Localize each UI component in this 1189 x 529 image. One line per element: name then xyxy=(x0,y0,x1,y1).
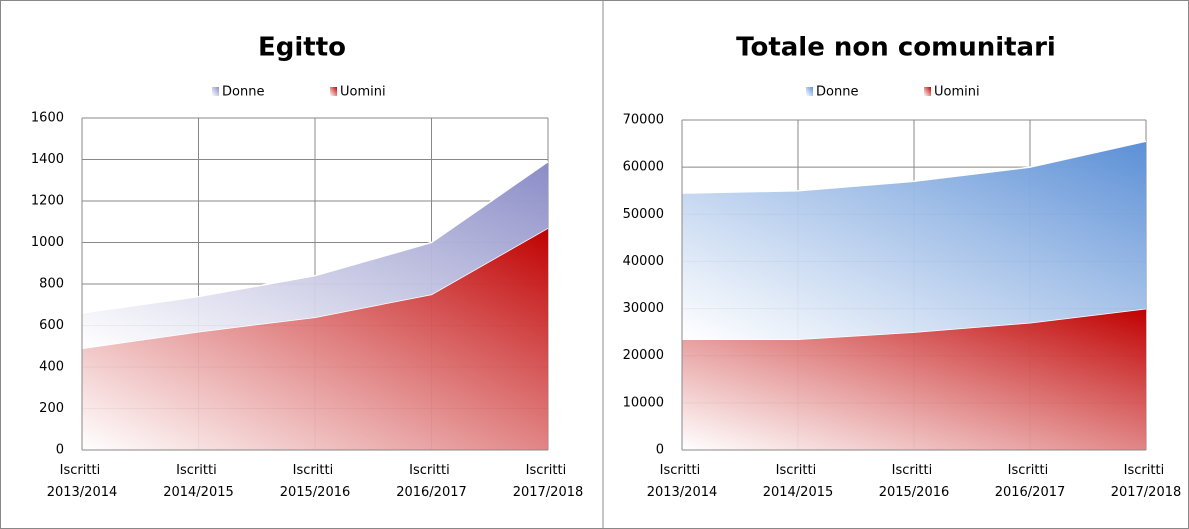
x-tick-label: Iscritti 2016/2017 xyxy=(995,463,1066,500)
y-tick-label: 30000 xyxy=(623,301,664,316)
x-tick-label: Iscritti 2014/2015 xyxy=(763,463,834,500)
x-tick-label: Iscritti 2015/2016 xyxy=(879,463,950,500)
y-tick-label: 1200 xyxy=(31,194,64,209)
legend-label: Uomini xyxy=(934,85,980,100)
x-tick-label: Iscritti 2017/2018 xyxy=(1111,463,1182,500)
legend-swatch xyxy=(330,87,337,96)
legend-label: Donne xyxy=(816,85,858,100)
area-edge xyxy=(681,140,1147,194)
y-tick-label: 400 xyxy=(39,360,64,375)
x-tick-label: Iscritti 2016/2017 xyxy=(396,463,467,500)
y-tick-label: 0 xyxy=(56,443,64,458)
legend-swatch xyxy=(924,87,931,96)
y-tick-label: 1400 xyxy=(31,152,64,167)
y-tick-label: 70000 xyxy=(623,113,664,128)
x-tick-label: Iscritti 2017/2018 xyxy=(513,463,584,500)
x-tick-label: Iscritti 2013/2014 xyxy=(47,463,118,500)
area-edge xyxy=(81,160,549,314)
area xyxy=(82,227,548,450)
y-tick-label: 200 xyxy=(39,401,64,416)
area xyxy=(682,308,1146,450)
y-tick-label: 20000 xyxy=(623,348,664,363)
x-tick-label: Iscritti 2013/2014 xyxy=(647,463,718,500)
y-tick-label: 1600 xyxy=(31,111,64,126)
legend-label: Donne xyxy=(222,85,264,100)
y-tick-label: 60000 xyxy=(623,160,664,175)
x-tick-label: Iscritti 2014/2015 xyxy=(163,463,234,500)
legend-label: Uomini xyxy=(340,85,386,100)
y-tick-label: 800 xyxy=(39,277,64,292)
area xyxy=(82,161,548,349)
y-tick-label: 10000 xyxy=(623,395,664,410)
legend-swatch xyxy=(806,87,813,96)
y-tick-label: 50000 xyxy=(623,207,664,222)
y-tick-label: 40000 xyxy=(623,254,664,269)
chart-title: Totale non comunitari xyxy=(736,33,1056,63)
legend-swatch xyxy=(212,87,219,96)
y-tick-label: 0 xyxy=(656,443,664,458)
y-tick-label: 1000 xyxy=(31,235,64,250)
y-tick-label: 600 xyxy=(39,318,64,333)
x-tick-label: Iscritti 2015/2016 xyxy=(280,463,351,500)
chart-title: Egitto xyxy=(258,33,346,63)
